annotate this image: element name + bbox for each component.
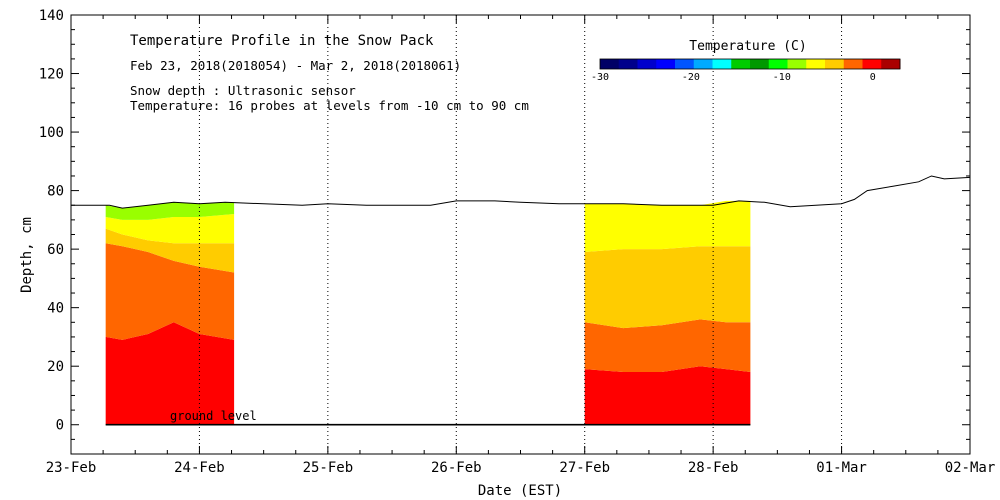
temp-band-2-4 xyxy=(584,200,751,253)
temp-band-2-2 xyxy=(584,319,751,373)
colorbar-swatch-10 xyxy=(787,59,807,69)
y-tick-label-1: 20 xyxy=(47,359,64,375)
chart-subtitle: Feb 23, 2018(2018054) - Mar 2, 2018(2018… xyxy=(130,58,461,73)
colorbar-swatch-14 xyxy=(862,59,882,69)
y-axis-title: Depth, cm xyxy=(19,217,35,293)
chart-title: Temperature Profile in the Snow Pack xyxy=(130,33,434,49)
snow-depth-line xyxy=(71,175,971,209)
axes-frame xyxy=(70,14,971,455)
colorbar-title: Temperature (C) xyxy=(689,39,806,54)
colorbar-outline xyxy=(599,58,901,70)
colorbar-swatch-1 xyxy=(618,59,638,69)
colorbar-swatch-13 xyxy=(843,59,863,69)
note-temperature: Temperature: 16 probes at levels from -1… xyxy=(130,98,529,113)
temp-band-1-4 xyxy=(105,214,235,244)
colorbar-swatch-3 xyxy=(656,59,676,69)
colorbar-swatch-11 xyxy=(806,59,826,69)
note-snow-depth: Snow depth : Ultrasonic sensor xyxy=(130,83,356,98)
x-tick-label-5: 28-Feb xyxy=(688,460,739,476)
y-tick-label-6: 120 xyxy=(39,67,64,83)
grid-lines xyxy=(105,15,843,454)
colorbar-swatch-8 xyxy=(750,59,770,69)
y-tick-label-3: 60 xyxy=(47,242,64,258)
temp-band-1-3 xyxy=(105,228,235,273)
y-tick-label-7: 140 xyxy=(39,8,64,24)
y-tick-label-0: 0 xyxy=(56,418,64,434)
colorbar-tick-label-1: -20 xyxy=(682,72,700,83)
x-tick-label-2: 25-Feb xyxy=(303,460,354,476)
temperature-bands xyxy=(105,200,751,425)
x-tick-label-0: 23-Feb xyxy=(46,460,97,476)
colorbar-tick-label-2: -10 xyxy=(773,72,791,83)
colorbar-swatch-6 xyxy=(712,59,732,69)
colorbar-swatch-5 xyxy=(693,59,713,69)
x-tick-label-7: 02-Mar xyxy=(945,460,996,476)
colorbar: Temperature (C) -30 -20 -10 0 xyxy=(591,39,901,83)
colorbar-swatch-12 xyxy=(825,59,845,69)
x-tick-label-6: 01-Mar xyxy=(816,460,867,476)
ground-level-label: ground level xyxy=(170,409,257,423)
temp-band-2-3 xyxy=(584,246,751,329)
temp-band-1-2 xyxy=(105,243,235,340)
colorbar-swatch-15 xyxy=(881,59,901,69)
axis-labels: 23-Feb 24-Feb 25-Feb 26-Feb 27-Feb 28-Feb 01-M… xyxy=(39,8,996,476)
x-tick-label-4: 27-Feb xyxy=(559,460,610,476)
colorbar-swatch-9 xyxy=(768,59,788,69)
colorbar-tick-label-0: -30 xyxy=(591,72,609,83)
temp-band-2-1 xyxy=(584,366,751,425)
x-tick-label-3: 26-Feb xyxy=(431,460,482,476)
x-tick-label-1: 24-Feb xyxy=(174,460,225,476)
snow-depth-series xyxy=(71,175,971,209)
y-tick-label-5: 100 xyxy=(39,125,64,141)
colorbar-tick-label-3: 0 xyxy=(870,72,876,83)
colorbar-swatch-4 xyxy=(675,59,695,69)
x-axis-title: Date (EST) xyxy=(478,483,562,499)
colorbar-swatch-7 xyxy=(731,59,751,69)
temp-band-1-1 xyxy=(105,322,235,425)
colorbar-swatch-2 xyxy=(637,59,657,69)
y-tick-label-2: 40 xyxy=(47,301,64,317)
colorbar-swatch-0 xyxy=(600,59,620,69)
y-tick-label-4: 80 xyxy=(47,184,64,200)
